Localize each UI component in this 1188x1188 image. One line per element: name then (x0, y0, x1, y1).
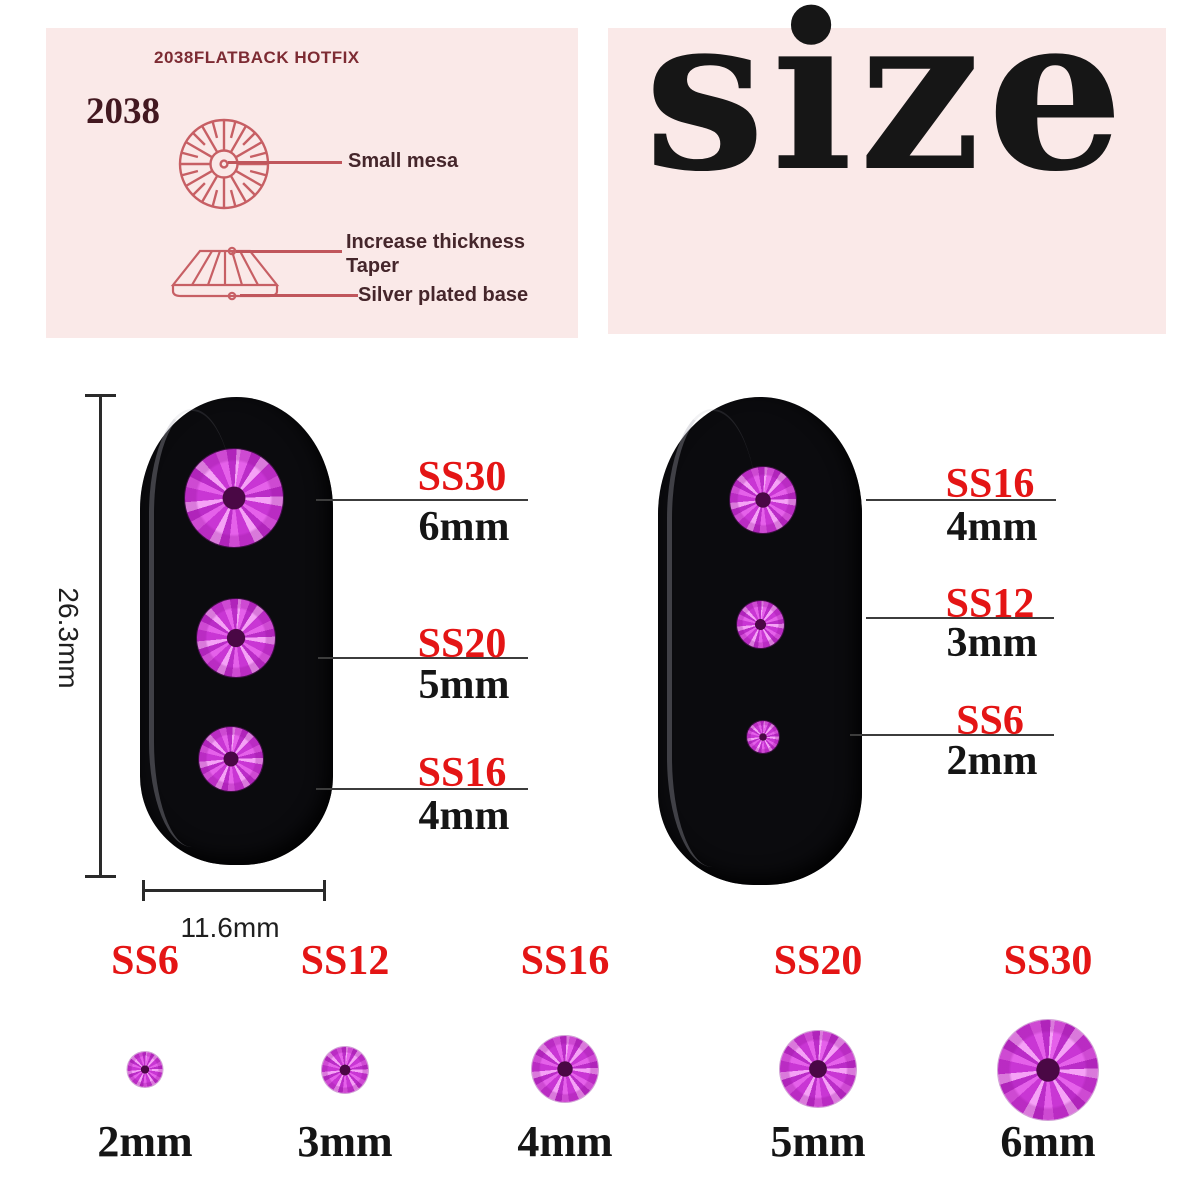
height-dimension-line (99, 396, 102, 878)
width-dimension-cap-right (323, 880, 326, 901)
size-col-ss16-label: SS16 (520, 938, 610, 984)
size-col-ss6-label: SS6 (111, 938, 179, 984)
gem-ss16 (199, 727, 263, 791)
callout-ss20: SS20 (417, 621, 507, 667)
size-col-ss12: SS12 3mm (260, 940, 430, 1175)
leader-line-small-mesa (228, 161, 342, 164)
callout-ss6: SS6 (956, 698, 1024, 744)
gem-ss16-right (730, 467, 796, 533)
size-title: size (644, 0, 1130, 219)
size-col-ss20: SS20 5mm (733, 940, 903, 1175)
nail-height-label: 26.3mm (53, 587, 84, 689)
callout-line-ss16-left (316, 788, 528, 790)
size-col-ss30-size: 6mm (1000, 1117, 1096, 1166)
gem-ss6 (747, 721, 779, 753)
size-col-ss16-gem (532, 1036, 598, 1102)
size-col-ss20-gem (780, 1031, 856, 1107)
spec-model-number: 2038 (86, 91, 160, 132)
size-col-ss6-gem (127, 1052, 163, 1087)
callout-line-ss20 (318, 657, 528, 659)
gem-ss12 (737, 601, 784, 648)
callout-ss16-right: SS16 (945, 461, 1035, 507)
rhinestone-top-view-diagram (178, 118, 270, 210)
callout-4mm-left: 4mm (418, 793, 510, 839)
callout-4mm-right: 4mm (946, 504, 1038, 550)
callout-6mm: 6mm (418, 504, 510, 550)
size-col-ss16-size: 4mm (517, 1117, 613, 1166)
size-col-ss6: SS6 2mm (60, 940, 230, 1175)
label-small-mesa: Small mesa (348, 150, 459, 172)
label-increase-thickness: Increase thickness (346, 231, 525, 253)
height-dimension-cap-bottom (85, 875, 116, 878)
callout-ss12: SS12 (945, 581, 1035, 627)
width-dimension-cap-left (142, 880, 145, 901)
height-dimension-cap-top (85, 394, 116, 397)
size-col-ss30-gem (998, 1020, 1098, 1120)
callout-2mm: 2mm (946, 738, 1038, 784)
callout-3mm: 3mm (946, 620, 1038, 666)
callout-line-ss12 (866, 617, 1054, 619)
size-col-ss30: SS30 6mm (963, 940, 1133, 1175)
width-dimension-line (142, 889, 326, 892)
size-col-ss12-gem (322, 1047, 368, 1093)
callout-ss30: SS30 (417, 454, 507, 500)
callout-line-ss6 (850, 734, 1054, 736)
gem-ss30 (185, 449, 283, 547)
size-col-ss6-size: 2mm (97, 1117, 193, 1166)
gem-ss20 (197, 599, 275, 677)
label-silver-plated-base: Silver plated base (358, 284, 529, 306)
callout-line-ss30 (316, 499, 528, 501)
leader-line-silver-base (240, 294, 358, 297)
size-col-ss12-size: 3mm (297, 1117, 393, 1166)
nail-width-label: 11.6mm (180, 912, 280, 943)
callout-line-ss16-right (866, 499, 1056, 501)
size-col-ss12-label: SS12 (300, 938, 390, 984)
leader-line-increase-thickness (236, 250, 342, 253)
callout-ss16-left: SS16 (417, 750, 507, 796)
size-col-ss20-label: SS20 (773, 938, 863, 984)
size-col-ss20-size: 5mm (770, 1117, 866, 1166)
size-col-ss16: SS16 4mm (480, 940, 650, 1175)
size-col-ss30-label: SS30 (1003, 938, 1093, 984)
spec-header: 2038FLATBACK HOTFIX (154, 48, 360, 67)
spec-box: 2038FLATBACK HOTFIX 2038 (46, 28, 578, 338)
size-box: size (608, 0, 1166, 334)
callout-5mm: 5mm (418, 662, 510, 708)
label-taper: Taper (346, 255, 399, 277)
